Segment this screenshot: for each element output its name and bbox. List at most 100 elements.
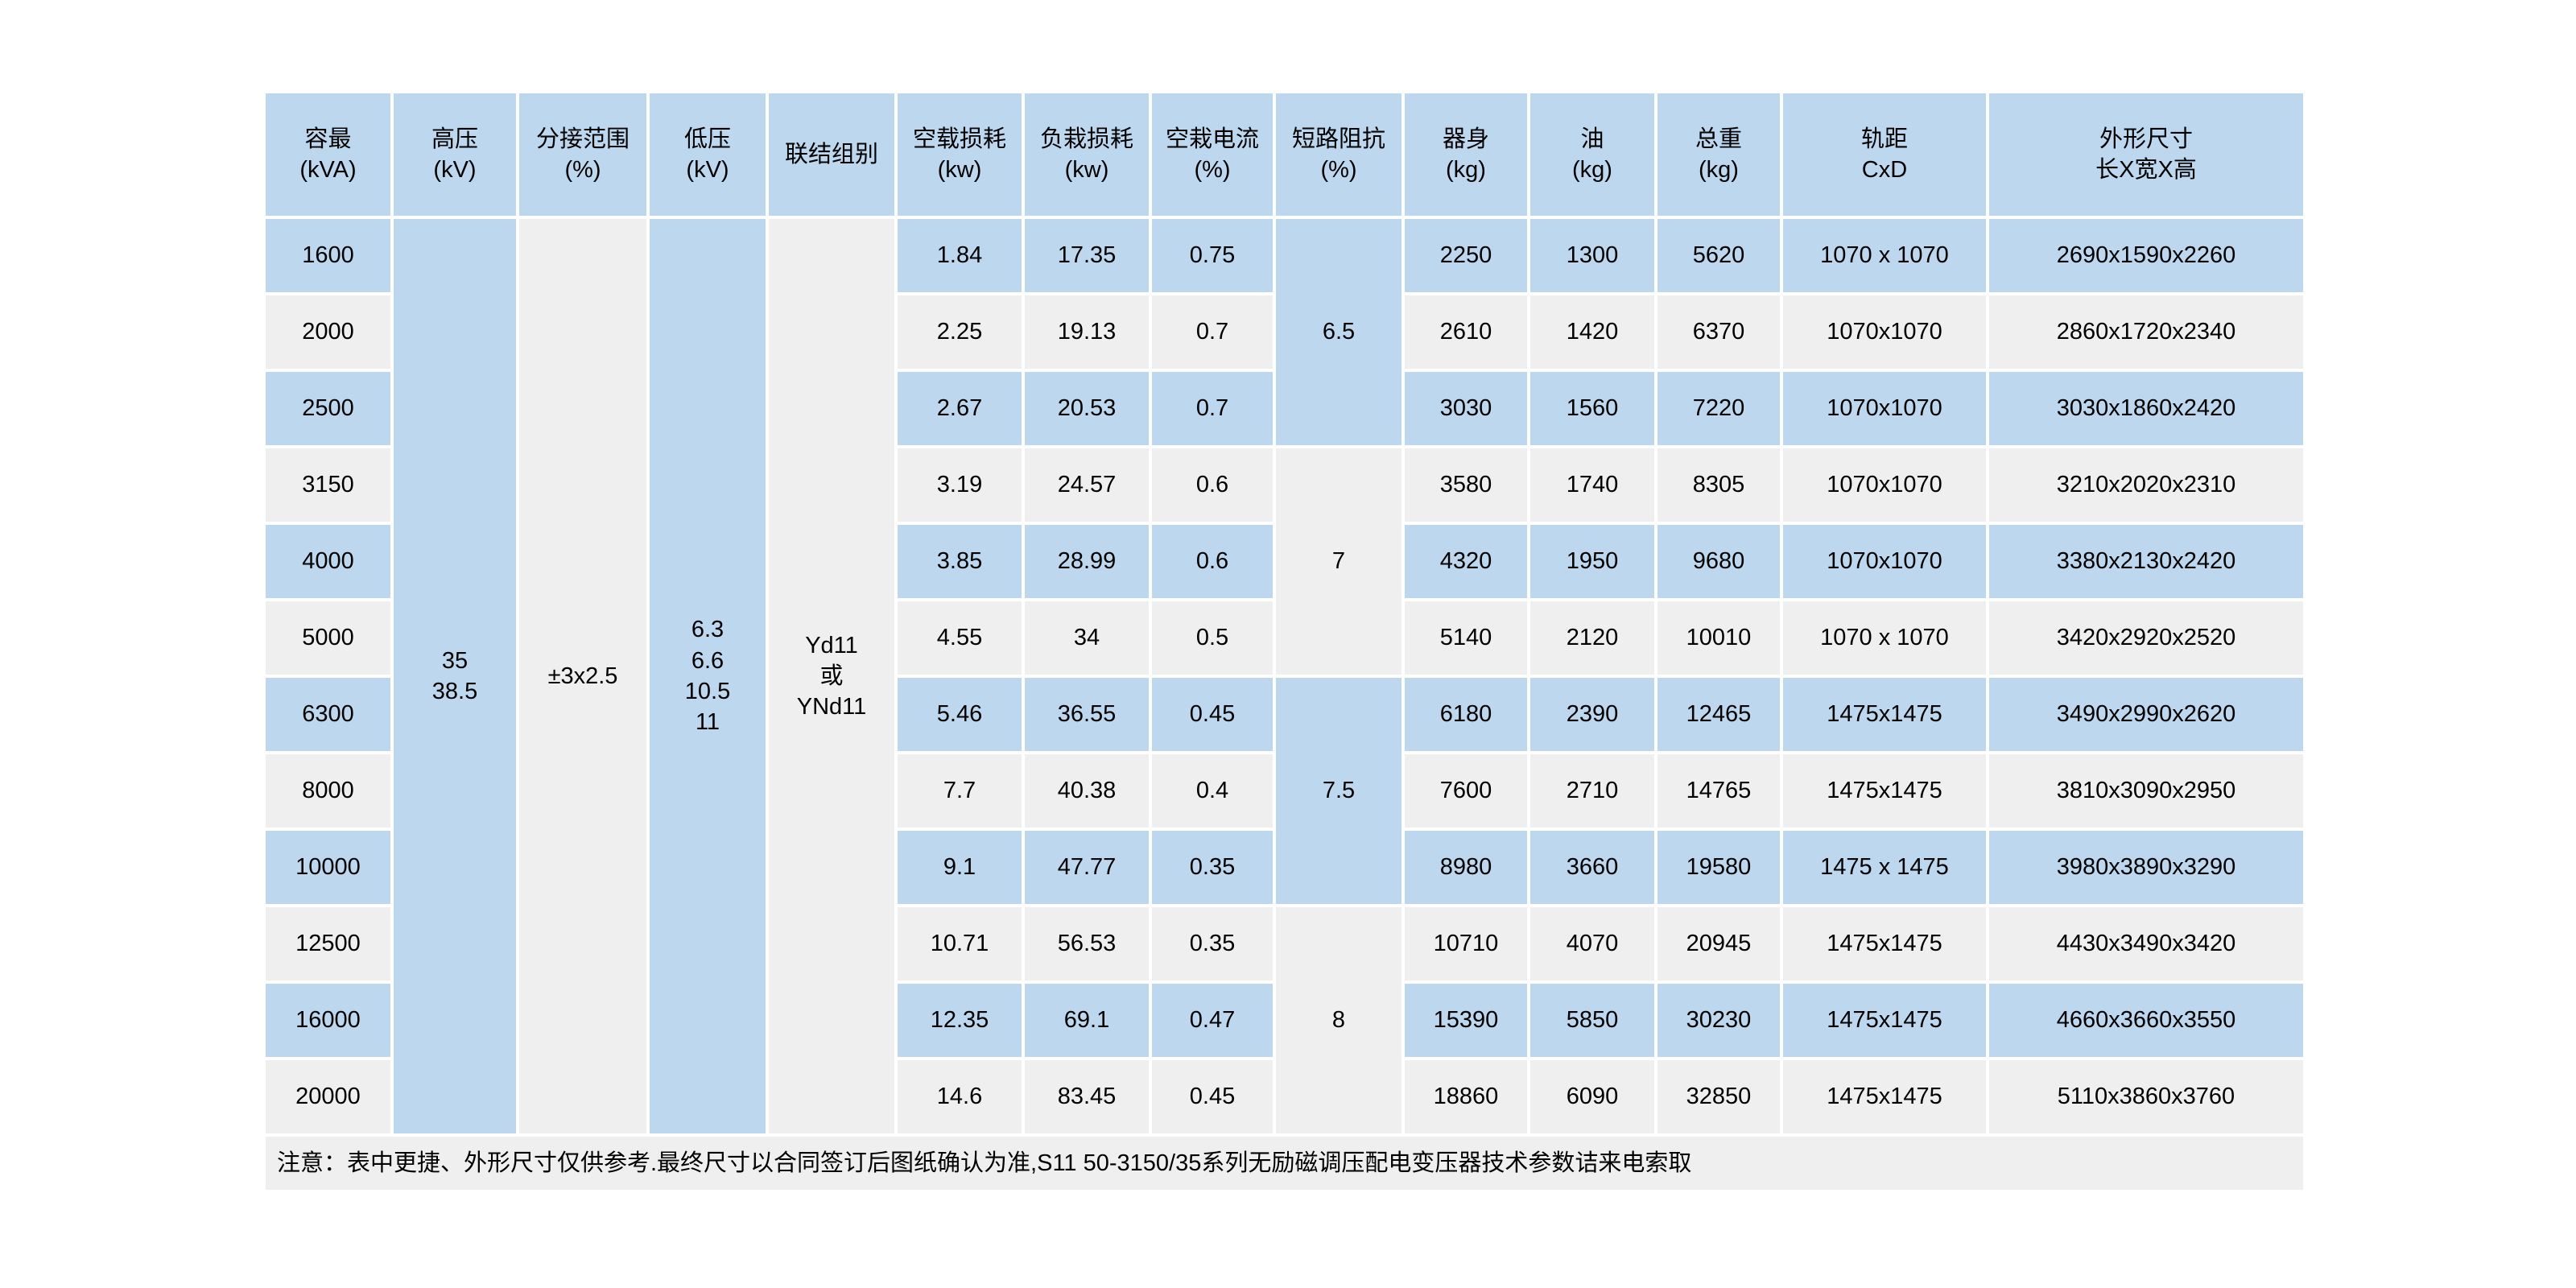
cell-total-weight-value: 20945: [1686, 931, 1752, 957]
cell-no-load-current-value: 0.4: [1195, 778, 1229, 804]
cell-gauge-value: 1070 x 1070: [1820, 625, 1949, 651]
cell-capacity-value: 2500: [302, 395, 354, 422]
cell-capacity: 8000: [266, 754, 390, 828]
cell-dimensions-value: 2860x1720x2340: [2056, 319, 2236, 345]
cell-gauge: 1475x1475: [1783, 907, 1986, 980]
cell-capacity-value: 2000: [302, 319, 354, 345]
cell-no-load-current: 0.6: [1152, 448, 1273, 522]
header-gauge: 轨距 CxD: [1783, 93, 1986, 216]
header-oil-weight-label: 油: [1580, 126, 1604, 152]
cell-no-load-loss: 3.19: [898, 448, 1022, 522]
cell-capacity-value: 20000: [295, 1084, 361, 1110]
cell-dimensions-value: 3380x2130x2420: [2056, 548, 2236, 575]
cell-gauge-value: 1070x1070: [1827, 548, 1942, 575]
cell-gauge-value: 1475x1475: [1827, 778, 1942, 804]
header-load-loss: 负栽损耗 (kw): [1025, 93, 1149, 216]
cell-total-weight: 7220: [1657, 372, 1780, 445]
cell-oil-weight: 1740: [1530, 448, 1654, 522]
cell-load-loss: 47.77: [1025, 831, 1149, 904]
cell-load-loss-value: 17.35: [1057, 242, 1117, 269]
cell-no-load-loss-value: 3.19: [936, 472, 983, 498]
cell-no-load-current: 0.45: [1152, 678, 1273, 751]
cell-load-loss-value: 24.57: [1057, 472, 1117, 498]
merged-cell-low-voltage: 6.3 6.6 10.5 11: [650, 219, 766, 1133]
cell-dimensions-value: 3420x2920x2520: [2056, 625, 2236, 651]
merged-cell-impedance-value: 7: [1331, 548, 1346, 575]
cell-no-load-loss: 1.84: [898, 219, 1022, 292]
note-text: 注意：表中更捷、外形尺寸仅供参考.最终尺寸以合同签订后图纸确认为准,S11 50…: [277, 1150, 1692, 1176]
cell-gauge-value: 1070x1070: [1827, 472, 1942, 498]
cell-no-load-loss-value: 10.71: [930, 931, 989, 957]
cell-body-weight: 4320: [1405, 525, 1527, 598]
cell-capacity-value: 6300: [302, 701, 354, 728]
cell-dimensions-value: 4660x3660x3550: [2056, 1007, 2236, 1034]
header-dimensions-label: 外形尺寸: [2099, 126, 2193, 152]
header-dimensions: 外形尺寸长X宽X高: [1989, 93, 2303, 216]
cell-dimensions: 3980x3890x3290: [1989, 831, 2303, 904]
header-no-load-loss: 空载损耗 (kw): [898, 93, 1022, 216]
cell-dimensions: 4430x3490x3420: [1989, 907, 2303, 980]
cell-gauge-value: 1070x1070: [1827, 395, 1942, 422]
cell-load-loss-value: 36.55: [1057, 701, 1117, 728]
cell-capacity-value: 4000: [302, 548, 354, 575]
cell-no-load-current-value: 0.45: [1189, 701, 1236, 728]
cell-body-weight-value: 8980: [1439, 854, 1492, 881]
merged-cell-impedance-value: 6.5: [1322, 319, 1356, 345]
cell-body-weight: 10710: [1405, 907, 1527, 980]
cell-no-load-current: 0.35: [1152, 907, 1273, 980]
cell-capacity-value: 16000: [295, 1007, 361, 1034]
cell-load-loss-value: 56.53: [1057, 931, 1117, 957]
cell-dimensions: 3810x3090x2950: [1989, 754, 2303, 828]
cell-load-loss: 36.55: [1025, 678, 1149, 751]
cell-total-weight-value: 32850: [1686, 1084, 1752, 1110]
cell-oil-weight: 2390: [1530, 678, 1654, 751]
cell-oil-weight: 2120: [1530, 601, 1654, 675]
header-low-voltage: 低压 (kV): [650, 93, 766, 216]
cell-total-weight-value: 5620: [1692, 242, 1745, 269]
cell-load-loss-value: 34: [1073, 625, 1100, 651]
cell-oil-weight-value: 1950: [1566, 548, 1619, 575]
cell-oil-weight: 5850: [1530, 984, 1654, 1057]
merged-cell-tap-range: ±3x2.5: [519, 219, 646, 1133]
cell-dimensions: 2690x1590x2260: [1989, 219, 2303, 292]
cell-total-weight-value: 14765: [1686, 778, 1752, 804]
cell-load-loss: 19.13: [1025, 295, 1149, 369]
cell-dimensions-value: 5110x3860x3760: [2057, 1084, 2235, 1110]
merged-cell-low-voltage-value: 6.6: [691, 647, 724, 674]
cell-no-load-current-value: 0.5: [1195, 625, 1229, 651]
cell-load-loss: 28.99: [1025, 525, 1149, 598]
cell-no-load-current: 0.75: [1152, 219, 1273, 292]
cell-no-load-loss-value: 3.85: [936, 548, 983, 575]
cell-no-load-loss-value: 1.84: [936, 242, 983, 269]
table-row: 4000 3.85 28.99 0.6 4320 1950 9680 1070x1070 338…: [266, 525, 2303, 598]
merged-cell-impedance-value: 8: [1331, 1007, 1346, 1034]
cell-no-load-current-value: 0.75: [1189, 242, 1236, 269]
cell-dimensions-value: 4430x3490x3420: [2056, 931, 2236, 957]
cell-oil-weight-value: 2710: [1566, 778, 1619, 804]
cell-gauge: 1070 x 1070: [1783, 219, 1986, 292]
cell-body-weight: 6180: [1405, 678, 1527, 751]
cell-dimensions-value: 3210x2020x2310: [2056, 472, 2236, 498]
cell-capacity: 12500: [266, 907, 390, 980]
cell-dimensions: 3380x2130x2420: [1989, 525, 2303, 598]
cell-capacity-value: 10000: [295, 854, 361, 881]
cell-gauge-value: 1475 x 1475: [1820, 854, 1949, 881]
cell-no-load-current-value: 0.35: [1189, 854, 1236, 881]
cell-capacity-value: 12500: [295, 931, 361, 957]
note-bar: 注意：表中更捷、外形尺寸仅供参考.最终尺寸以合同签订后图纸确认为准,S11 50…: [266, 1137, 2303, 1190]
header-body-weight-unit: (kg): [1446, 157, 1486, 183]
cell-no-load-current: 0.5: [1152, 601, 1273, 675]
cell-load-loss-value: 69.1: [1063, 1007, 1110, 1034]
header-no-load-current: 空栽电流 (%): [1152, 93, 1273, 216]
header-oil-weight-unit: (kg): [1572, 157, 1612, 183]
header-total-weight-unit: (kg): [1699, 157, 1739, 183]
cell-total-weight: 14765: [1657, 754, 1780, 828]
cell-gauge: 1070 x 1070: [1783, 601, 1986, 675]
cell-body-weight-value: 18860: [1433, 1084, 1499, 1110]
cell-capacity-value: 5000: [302, 625, 354, 651]
cell-dimensions-value: 3810x3090x2950: [2056, 778, 2236, 804]
cell-gauge: 1070x1070: [1783, 525, 1986, 598]
header-low-voltage-unit: (kV): [686, 157, 729, 183]
header-impedance: 短路阻抗 (%): [1276, 93, 1402, 216]
header-dimensions-unit: 长X宽X高: [2095, 157, 2197, 183]
